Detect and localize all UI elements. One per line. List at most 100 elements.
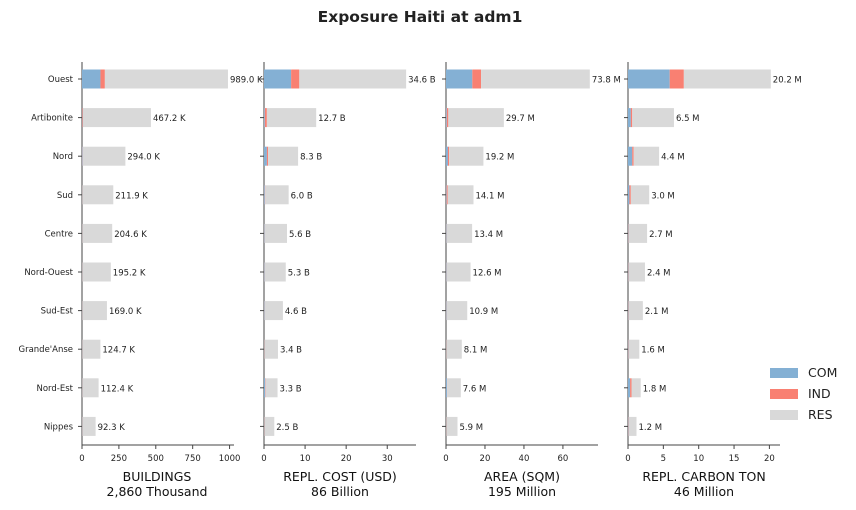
- data-label: 19.2 M: [485, 153, 514, 163]
- bar-res-ouest: [683, 69, 771, 89]
- data-label: 169.0 K: [109, 307, 142, 317]
- bar-com-ouest: [628, 69, 670, 89]
- bar-res-nippes: [446, 416, 458, 436]
- data-label: 3.4 B: [280, 346, 302, 356]
- bar-com-ouest: [82, 69, 101, 89]
- bar-com-nord-est: [446, 378, 447, 398]
- y-tick-label-sud-est: Sud-Est: [41, 307, 74, 317]
- bar-com-sud: [264, 185, 265, 205]
- panel-repl-cost: 0 10 20 30 34.6 B 12.7 B 8.3 B 6.0 B 5.6 B 5.3 B 4…: [260, 62, 436, 464]
- bar-res-nord-ouest: [446, 262, 471, 282]
- x-tick-label: 5: [661, 454, 666, 464]
- data-label: 6.0 B: [291, 191, 313, 201]
- data-label: 6.5 M: [676, 114, 700, 124]
- bar-com-sud: [628, 185, 630, 205]
- bar-res-nord: [268, 146, 299, 166]
- x-tick-label: 20: [480, 454, 491, 464]
- data-label: 989.0 K: [230, 76, 263, 86]
- bar-ind-nord-est: [630, 378, 632, 398]
- bar-com-nord: [628, 146, 633, 166]
- data-label: 2.4 M: [647, 269, 671, 279]
- data-label: 2.5 B: [276, 423, 298, 433]
- x-tick-label: 20: [764, 454, 775, 464]
- bar-res-grande-anse: [82, 339, 101, 359]
- data-label: 8.1 M: [464, 346, 488, 356]
- data-label: 112.4 K: [101, 384, 134, 394]
- legend-swatch-res: [770, 409, 798, 420]
- bar-res-ouest: [104, 69, 228, 89]
- bar-com-artibonite: [628, 108, 631, 128]
- bar-ind-nord: [632, 146, 634, 166]
- bar-res-artibonite: [266, 108, 317, 128]
- x-tick-label: 10: [300, 454, 311, 464]
- data-label: 13.4 M: [474, 230, 503, 240]
- panel-repl-carbon: 0 5 10 15 20 20.2 M 6.5 M 4.4 M 3.0 M 2.7 M 2.4 M 2…: [624, 62, 802, 464]
- bar-res-grande-anse: [628, 339, 640, 359]
- y-tick-label-nippes: Nippes: [44, 422, 74, 432]
- x-tick-label: 0: [261, 454, 266, 464]
- data-label: 1.6 M: [641, 346, 665, 356]
- bar-ind-nord: [266, 146, 269, 166]
- y-tick-label-grande-anse: Grande'Anse: [19, 345, 74, 355]
- x-tick-label: 60: [558, 454, 569, 464]
- x-axis-label: BUILDINGS: [122, 469, 192, 484]
- legend-swatch-ind: [770, 388, 798, 399]
- bar-ind-ouest: [100, 69, 105, 89]
- data-label: 5.6 B: [289, 230, 311, 240]
- bar-ind-artibonite: [82, 108, 83, 128]
- bar-ind-ouest: [669, 69, 684, 89]
- bar-res-nord: [633, 146, 660, 166]
- bar-com-artibonite: [446, 108, 447, 128]
- panel-label-area: AREA (SQM) 195 Million: [442, 469, 602, 499]
- bar-res-sud-est: [264, 301, 283, 321]
- x-axis-label: REPL. COST (USD): [283, 469, 397, 484]
- data-label: 20.2 M: [773, 76, 802, 86]
- bar-com-ouest: [446, 69, 473, 89]
- bar-res-nippes: [264, 416, 275, 436]
- data-label: 2.7 M: [649, 230, 673, 240]
- x-tick-label: 0: [625, 454, 630, 464]
- panel-label-carbon: REPL. CARBON TON 46 Million: [624, 469, 784, 499]
- bar-res-grande-anse: [264, 339, 278, 359]
- data-label: 195.2 K: [113, 269, 146, 279]
- y-tick-label-nord-ouest: Nord-Ouest: [24, 268, 73, 278]
- x-tick-label: 20: [341, 454, 352, 464]
- bar-res-sud: [265, 185, 289, 205]
- x-tick-label: 750: [185, 454, 201, 464]
- y-tick-label-sud: Sud: [57, 191, 73, 201]
- x-tick-label: 40: [519, 454, 530, 464]
- x-tick-label: 0: [79, 454, 84, 464]
- y-tick-label-artibonite: Artibonite: [31, 114, 73, 124]
- x-tick-label: 1000: [219, 454, 241, 464]
- legend-label: COM: [808, 365, 838, 380]
- x-axis-label: AREA (SQM): [484, 469, 560, 484]
- panel-subtitle: 195 Million: [487, 484, 557, 499]
- data-label: 3.3 B: [280, 384, 302, 394]
- bar-res-grande-anse: [446, 339, 462, 359]
- bar-ind-sud: [629, 185, 631, 205]
- data-label: 73.8 M: [592, 76, 621, 86]
- legend: COM IND RES: [770, 362, 837, 425]
- x-tick-label: 500: [148, 454, 164, 464]
- data-label: 204.6 K: [114, 230, 147, 240]
- bar-res-artibonite: [632, 108, 674, 128]
- bar-ind-ouest: [472, 69, 482, 89]
- legend-label: RES: [808, 407, 833, 422]
- bar-res-artibonite: [82, 108, 151, 128]
- bar-res-centre: [264, 223, 288, 243]
- bar-com-ouest: [264, 69, 292, 89]
- x-axis-label: REPL. CARBON TON: [642, 469, 766, 484]
- bar-res-nord-est: [265, 378, 278, 398]
- data-label: 467.2 K: [153, 114, 186, 124]
- panel-subtitle: 86 Billion: [311, 484, 369, 499]
- bar-ind-nord: [447, 146, 450, 166]
- bar-res-nord: [449, 146, 484, 166]
- y-tick-label-nord-est: Nord-Est: [37, 384, 74, 394]
- chart-title: Exposure Haiti at adm1: [317, 8, 523, 26]
- bar-com-nord-est: [628, 378, 631, 398]
- bar-ind-artibonite: [630, 108, 633, 128]
- x-tick-label: 0: [443, 454, 448, 464]
- bar-ind-sud: [446, 185, 448, 205]
- y-tick-label-nord: Nord: [53, 152, 73, 162]
